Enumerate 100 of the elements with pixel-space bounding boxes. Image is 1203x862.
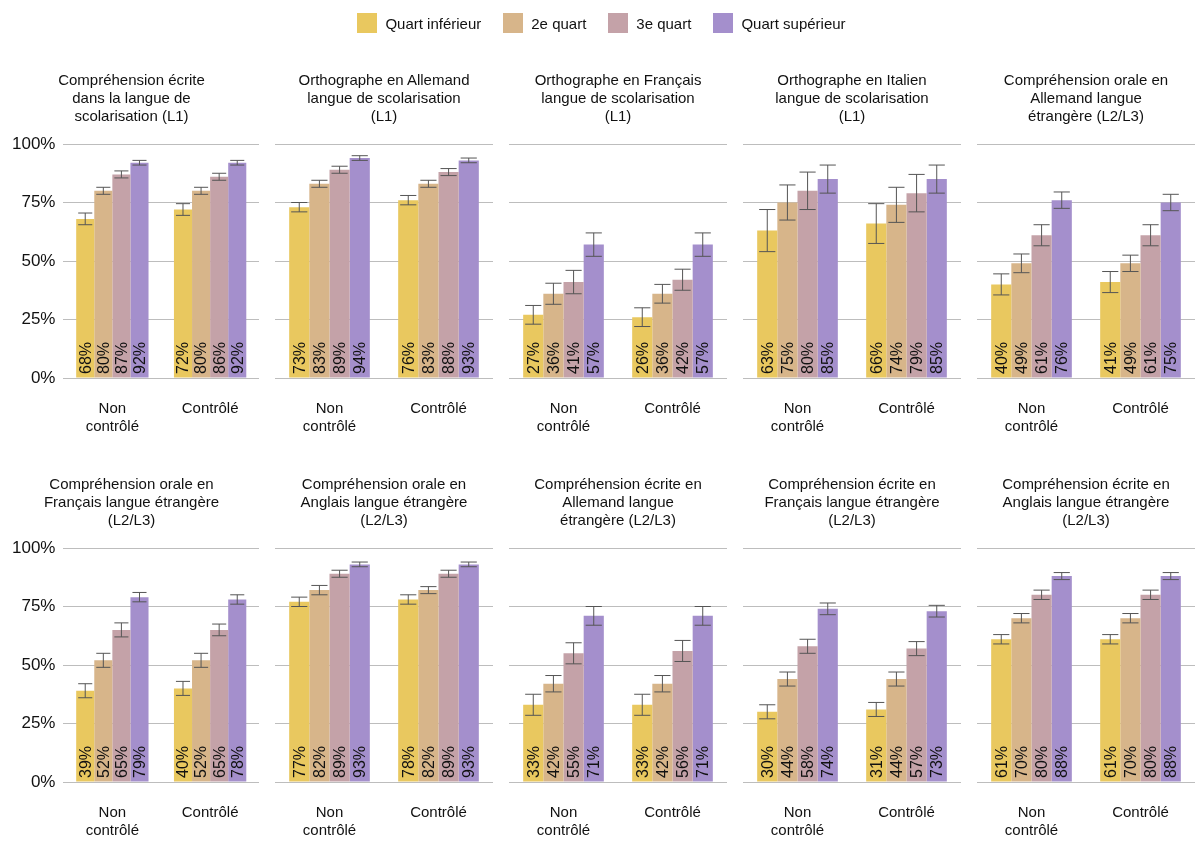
y-tick-label: 0% bbox=[30, 771, 56, 791]
y-tick-label: 0% bbox=[30, 367, 56, 387]
bar bbox=[458, 564, 479, 782]
bar bbox=[210, 176, 229, 378]
bar bbox=[1031, 594, 1052, 782]
data-label: 80% bbox=[192, 341, 210, 374]
y-tick-label: 100% bbox=[12, 537, 56, 557]
data-label: 71% bbox=[694, 745, 712, 778]
x-tick-label: Contrôlé bbox=[1112, 399, 1169, 417]
bar bbox=[210, 629, 229, 782]
data-label: 93% bbox=[351, 745, 369, 778]
legend-label: Quart supérieur bbox=[741, 14, 846, 32]
y-tick-label: 100% bbox=[12, 133, 56, 153]
x-tick-label: Non contrôlé bbox=[1004, 803, 1059, 839]
data-label: 76% bbox=[399, 341, 417, 374]
bar bbox=[1140, 594, 1161, 782]
y-tick-label: 50% bbox=[21, 250, 56, 270]
chart-title: Compréhension écrite en Français langue étrangère (L2/L3) bbox=[764, 475, 940, 529]
bar bbox=[906, 193, 927, 378]
data-label: 89% bbox=[330, 341, 348, 374]
data-label: 33% bbox=[633, 745, 651, 778]
data-label: 61% bbox=[992, 745, 1010, 778]
bar bbox=[112, 629, 131, 782]
bar bbox=[349, 158, 370, 378]
data-label: 82% bbox=[310, 745, 328, 778]
bar bbox=[797, 190, 818, 378]
chart-title: Compréhension écrite dans la langue de scolarisation (L1) bbox=[58, 71, 205, 125]
bar bbox=[94, 190, 113, 378]
data-label: 75% bbox=[1162, 341, 1180, 374]
x-tick-label: Contrôlé bbox=[410, 803, 467, 821]
data-label: 33% bbox=[524, 745, 542, 778]
bar bbox=[886, 204, 907, 378]
data-label: 41% bbox=[564, 341, 582, 374]
bar bbox=[458, 160, 479, 378]
chart-title: Compréhension orale en Français langue étrangère (L2/L3) bbox=[43, 475, 220, 529]
bar bbox=[438, 172, 459, 378]
data-label: 68% bbox=[76, 341, 94, 374]
bar bbox=[173, 209, 193, 378]
data-label: 55% bbox=[564, 745, 582, 778]
data-label: 72% bbox=[174, 341, 192, 374]
data-label: 49% bbox=[1012, 341, 1030, 374]
data-label: 83% bbox=[310, 341, 328, 374]
data-label: 70% bbox=[1121, 745, 1139, 778]
bar bbox=[692, 615, 713, 782]
data-label: 30% bbox=[758, 745, 776, 778]
legend-label: Quart inférieur bbox=[385, 14, 482, 32]
bar bbox=[1120, 263, 1141, 378]
data-label: 39% bbox=[76, 745, 94, 778]
data-label: 57% bbox=[907, 745, 925, 778]
data-label: 49% bbox=[1121, 341, 1139, 374]
bar bbox=[329, 573, 350, 782]
bar bbox=[1011, 263, 1032, 378]
bar bbox=[563, 653, 584, 782]
data-label: 65% bbox=[210, 745, 228, 778]
bar bbox=[1140, 235, 1161, 378]
data-label: 93% bbox=[460, 341, 478, 374]
y-tick-label: 25% bbox=[21, 309, 56, 329]
bar bbox=[817, 179, 838, 378]
x-tick-label: Non contrôlé bbox=[302, 803, 357, 839]
bar bbox=[1160, 202, 1181, 378]
data-label: 76% bbox=[1053, 341, 1071, 374]
x-tick-label: Contrôlé bbox=[644, 803, 701, 821]
bar bbox=[886, 679, 907, 782]
x-tick-label: Contrôlé bbox=[644, 399, 701, 417]
data-label: 79% bbox=[130, 745, 148, 778]
bar bbox=[1031, 235, 1052, 378]
bar bbox=[652, 683, 673, 782]
data-label: 85% bbox=[819, 341, 837, 374]
data-label: 79% bbox=[907, 341, 925, 374]
bar bbox=[438, 573, 459, 782]
data-label: 44% bbox=[778, 745, 796, 778]
x-tick-label: Non contrôlé bbox=[85, 399, 140, 435]
data-label: 26% bbox=[633, 341, 651, 374]
data-label: 92% bbox=[228, 341, 246, 374]
data-label: 70% bbox=[1012, 745, 1030, 778]
chart-title: Compréhension écrite en Allemand langue étrangère (L2/L3) bbox=[534, 475, 702, 529]
x-tick-label: Non contrôlé bbox=[85, 803, 140, 839]
data-label: 40% bbox=[174, 745, 192, 778]
x-tick-label: Contrôlé bbox=[410, 399, 467, 417]
data-label: 42% bbox=[673, 341, 691, 374]
data-label: 77% bbox=[290, 745, 308, 778]
data-label: 42% bbox=[544, 745, 562, 778]
bar bbox=[130, 597, 149, 782]
bar bbox=[583, 244, 604, 378]
bar bbox=[349, 564, 370, 782]
y-tick-label: 75% bbox=[21, 596, 56, 616]
x-tick-label: Contrôlé bbox=[181, 803, 239, 821]
data-label: 63% bbox=[758, 341, 776, 374]
bar bbox=[906, 648, 927, 782]
data-label: 80% bbox=[798, 341, 816, 374]
bar bbox=[289, 207, 310, 378]
data-label: 71% bbox=[585, 745, 603, 778]
chart-title: Compréhension orale en Allemand langue étrangère (L2/L3) bbox=[1003, 71, 1169, 125]
data-label: 61% bbox=[1141, 341, 1159, 374]
data-label: 85% bbox=[928, 341, 946, 374]
bar bbox=[418, 590, 439, 782]
data-label: 66% bbox=[867, 341, 885, 374]
data-label: 94% bbox=[351, 341, 369, 374]
x-tick-label: Non contrôlé bbox=[1004, 399, 1059, 435]
data-label: 83% bbox=[419, 341, 437, 374]
